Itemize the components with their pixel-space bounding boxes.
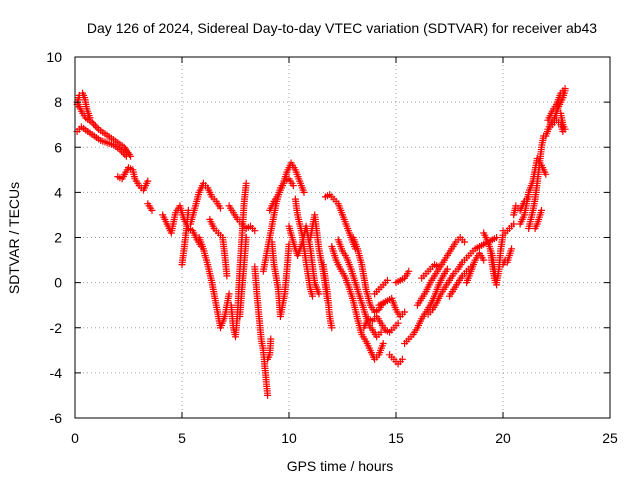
y-tick-label: 4 <box>54 184 62 200</box>
x-tick-label: 10 <box>281 430 297 446</box>
x-axis-label: GPS time / hours <box>287 458 394 474</box>
y-tick-label: -2 <box>50 320 63 336</box>
y-tick-label: -4 <box>50 365 63 381</box>
sdtvar-points <box>73 85 569 399</box>
y-tick-label: 6 <box>54 139 62 155</box>
y-tick-label: 8 <box>54 94 62 110</box>
grid-lines <box>75 57 610 418</box>
y-tick-label: 10 <box>46 49 62 65</box>
x-tick-label: 5 <box>178 430 186 446</box>
data-points <box>73 85 569 399</box>
y-tick-labels: -6 -4 -2 0 2 4 6 8 10 <box>46 49 62 426</box>
y-tick-label: 0 <box>54 275 62 291</box>
axis-ticks <box>74 56 611 419</box>
x-tick-label: 25 <box>602 430 618 446</box>
x-tick-labels: 0 5 10 15 20 25 <box>71 430 618 446</box>
chart-title: Day 126 of 2024, Sidereal Day-to-day VTE… <box>87 20 597 36</box>
x-tick-label: 15 <box>388 430 404 446</box>
y-axis-label: SDTVAR / TECUs <box>6 182 22 294</box>
x-tick-label: 20 <box>495 430 511 446</box>
x-tick-label: 0 <box>71 430 79 446</box>
y-tick-label: -6 <box>50 410 63 426</box>
y-tick-label: 2 <box>54 230 62 246</box>
